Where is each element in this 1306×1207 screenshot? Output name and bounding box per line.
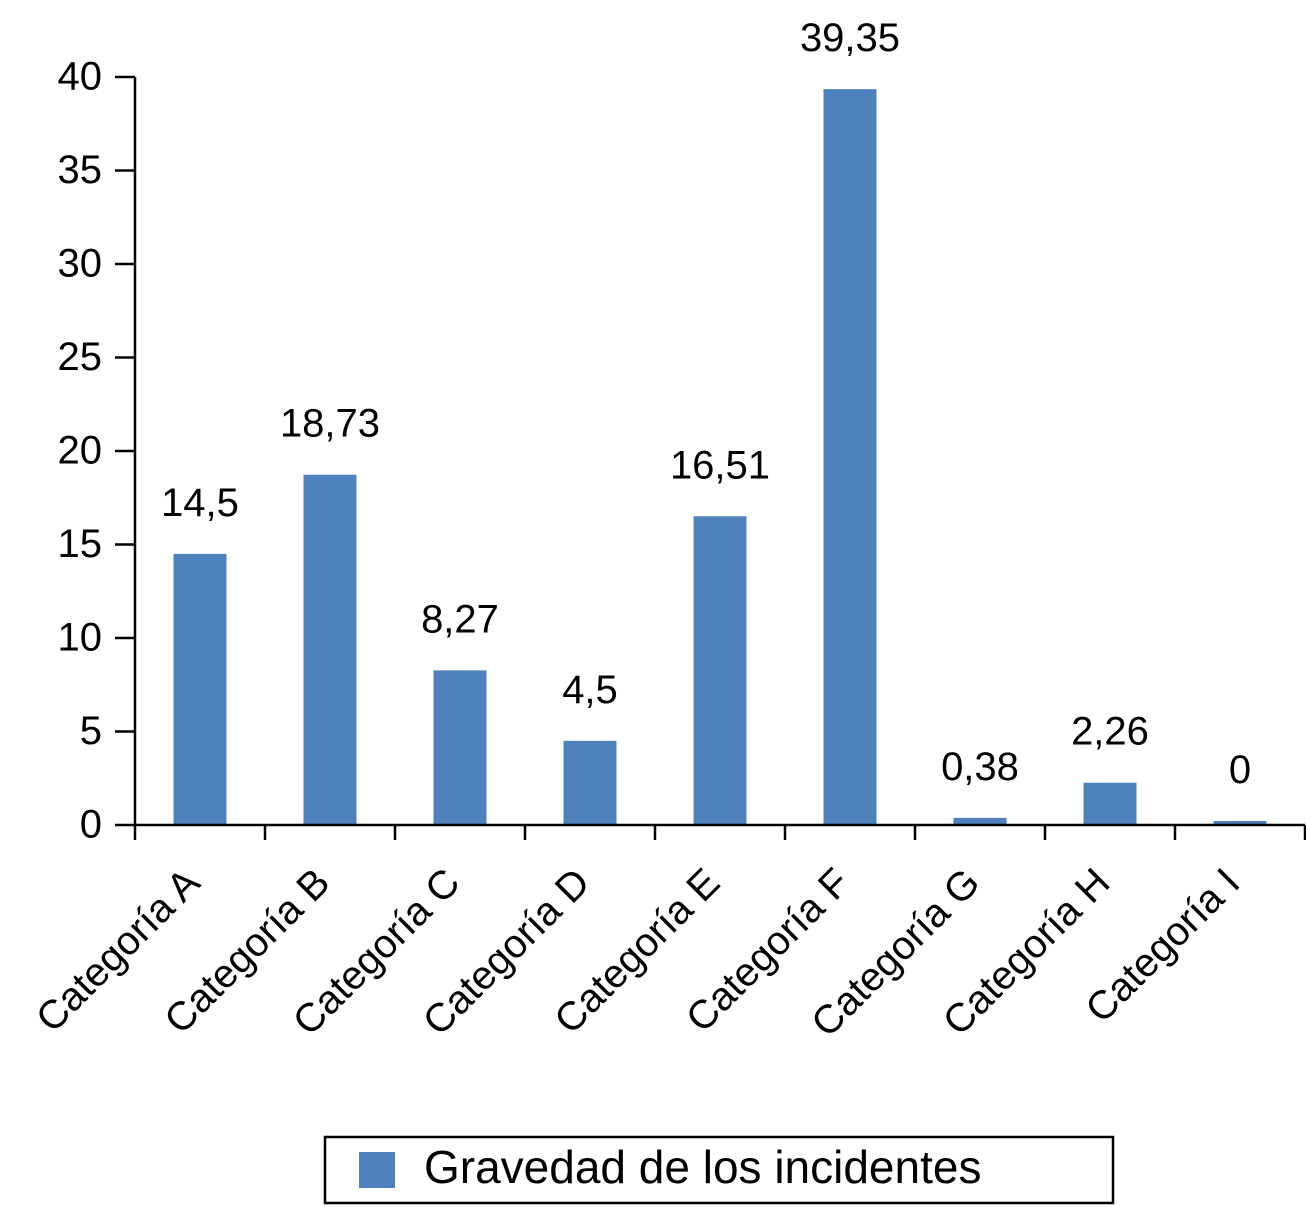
legend-swatch bbox=[359, 1152, 395, 1188]
data-label: 2,26 bbox=[1071, 710, 1149, 754]
bar bbox=[693, 516, 747, 825]
bar bbox=[173, 553, 227, 825]
bar bbox=[1083, 782, 1137, 825]
y-tick-label: 20 bbox=[58, 429, 103, 473]
legend: Gravedad de los incidentes bbox=[323, 1135, 1115, 1205]
bar bbox=[433, 670, 487, 825]
y-tick-label: 40 bbox=[58, 55, 103, 99]
data-label: 8,27 bbox=[421, 597, 499, 641]
bar bbox=[303, 474, 357, 825]
bar bbox=[1213, 821, 1267, 825]
data-label: 18,73 bbox=[280, 402, 380, 446]
data-label: 0,38 bbox=[941, 745, 1019, 789]
y-tick-label: 25 bbox=[58, 335, 103, 379]
bar bbox=[823, 89, 877, 825]
bar bbox=[953, 817, 1007, 825]
y-tick-label: 0 bbox=[80, 803, 102, 847]
legend-box bbox=[323, 1135, 1115, 1205]
bars-group bbox=[173, 89, 1267, 825]
data-label: 4,5 bbox=[562, 668, 618, 712]
legend-label: Gravedad de los incidentes bbox=[424, 1141, 981, 1193]
bar bbox=[563, 740, 617, 825]
y-tick-label: 35 bbox=[58, 148, 103, 192]
y-tick-label: 30 bbox=[58, 242, 103, 286]
data-label: 16,51 bbox=[670, 443, 770, 487]
y-axis-ticks: 0 5 10 15 20 25 30 35 40 bbox=[58, 55, 135, 847]
data-labels-group: 14,5 18,73 8,27 4,5 16,51 39,35 0,38 2,26 0 bbox=[161, 16, 1251, 792]
y-tick-label: 10 bbox=[58, 616, 103, 660]
data-label: 0 bbox=[1229, 748, 1251, 792]
data-label: 39,35 bbox=[800, 16, 900, 60]
data-label: 14,5 bbox=[161, 481, 239, 525]
y-tick-label: 5 bbox=[80, 709, 102, 753]
y-tick-label: 15 bbox=[58, 522, 103, 566]
